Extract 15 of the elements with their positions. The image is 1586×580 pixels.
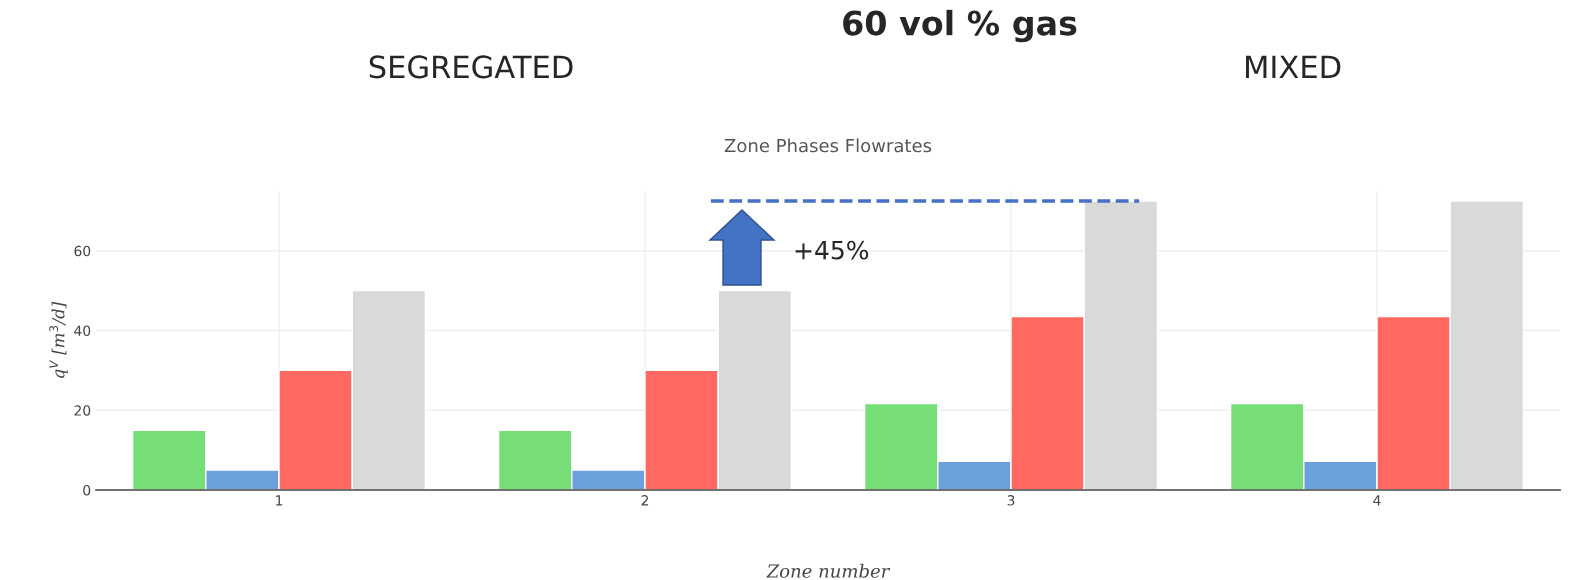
x-tick-label: 3 — [1007, 495, 1015, 506]
text: 60 vol % gas — [843, 9, 1077, 43]
x-axis-title: Zone number — [766, 563, 891, 578]
chart-title: Zone Phases Flowrates — [724, 138, 932, 153]
text: MIXED — [1246, 55, 1341, 79]
x-tick-label: 1 — [276, 495, 283, 506]
x-tick-label: 4 — [1373, 495, 1381, 506]
y-tick-label: 0 — [83, 484, 91, 496]
y-tick-label: 60 — [74, 245, 91, 257]
y-tick-label: 20 — [74, 405, 91, 416]
y-axis-title: q$^{V}$ [m$^{3}$/d] — [49, 301, 68, 378]
text: SEGREGATED — [369, 55, 573, 79]
x-tick-label: 2 — [641, 495, 649, 506]
annotation: +45% — [795, 240, 869, 260]
y-tick-label: 40 — [74, 325, 91, 337]
